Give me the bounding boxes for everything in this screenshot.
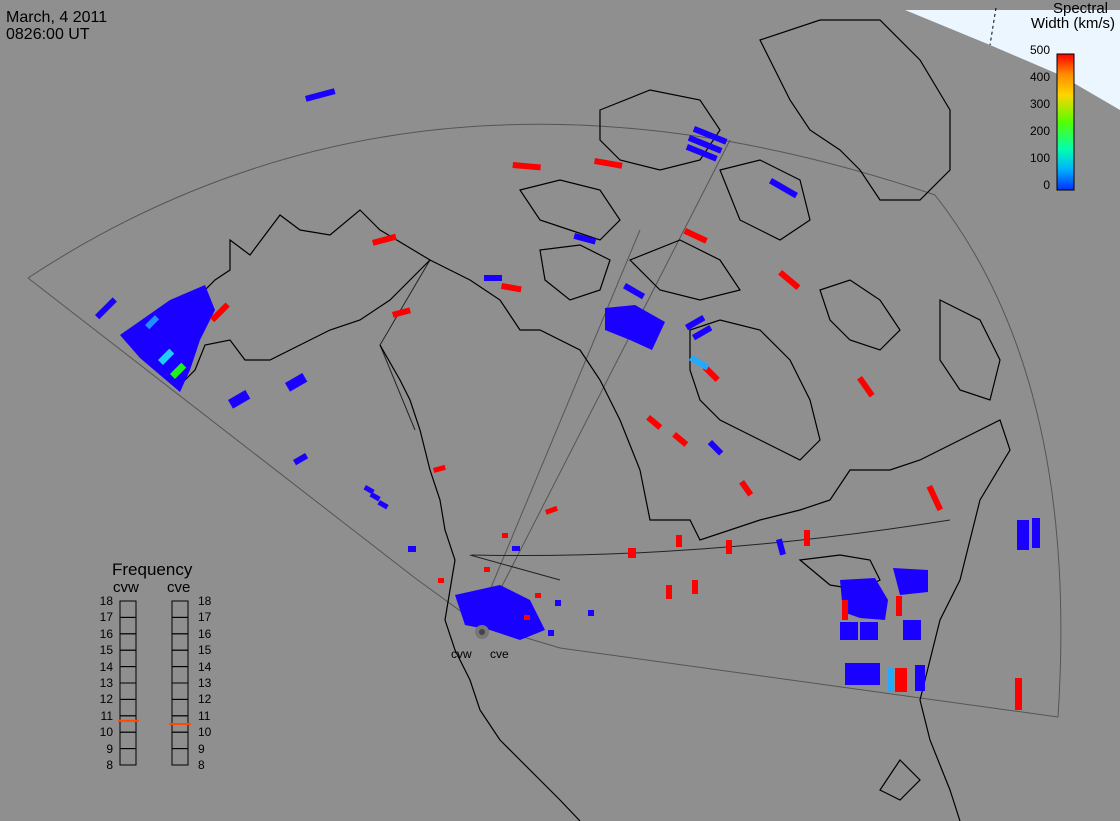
frequency-cell-cve xyxy=(171,633,189,651)
radar-label-cvw: cvw xyxy=(451,647,472,661)
colorbar-tick-500: 500 xyxy=(1029,43,1050,57)
field-of-view-outline xyxy=(27,123,1062,718)
backscatter-red xyxy=(209,157,1022,710)
frequency-level-label: 9 xyxy=(198,741,205,756)
frequency-level-label: 17 xyxy=(99,610,113,625)
frequency-cell-cve xyxy=(171,731,189,750)
frequency-cell-cve xyxy=(171,682,189,700)
colorbar-tick-200: 200 xyxy=(1029,124,1050,138)
frequency-cell-cvw xyxy=(119,698,137,717)
colorbar-title-line2: Width (km/s) xyxy=(1030,15,1115,32)
frequency-level-label: 18 xyxy=(198,594,212,608)
frequency-level-label: 15 xyxy=(198,643,212,658)
radar-sites xyxy=(475,625,489,639)
frequency-level-label: 16 xyxy=(99,626,113,641)
backscatter-blue xyxy=(95,88,1040,691)
frequency-cell-cvw xyxy=(119,682,137,700)
frequency-cell-cve xyxy=(171,698,189,717)
frequency-cell-cvw xyxy=(119,748,137,766)
polar-ice-region xyxy=(905,10,1120,110)
frequency-cell-cvw xyxy=(119,616,137,635)
colorbar-tick-400: 400 xyxy=(1029,70,1050,84)
date-label: March, 4 2011 xyxy=(6,9,108,26)
frequency-level-label: 15 xyxy=(99,643,113,658)
backscatter-cyan-green xyxy=(145,315,894,692)
frequency-level-label: 11 xyxy=(100,708,113,723)
frequency-cell-cvw xyxy=(119,715,137,733)
colorbar-tick-300: 300 xyxy=(1029,97,1050,111)
coastlines xyxy=(134,19,1011,821)
frequency-level-label: 14 xyxy=(198,659,212,674)
frequency-level-label: 8 xyxy=(198,758,205,772)
colorbar xyxy=(1056,53,1075,191)
frequency-gauges xyxy=(118,600,191,766)
time-label: 0826:00 UT xyxy=(6,26,90,43)
frequency-cell-cvw xyxy=(119,666,137,684)
frequency-level-label: 10 xyxy=(198,725,212,740)
frequency-level-label: 13 xyxy=(99,676,113,690)
frequency-cell-cve xyxy=(171,649,189,668)
frequency-title: Frequency xyxy=(112,560,193,579)
frequency-cell-cvw xyxy=(119,600,137,618)
frequency-cell-cvw xyxy=(119,731,137,750)
frequency-level-label: 16 xyxy=(198,626,212,641)
colorbar-title-line1: Spectral xyxy=(1052,0,1108,17)
frequency-cell-cvw xyxy=(119,633,137,651)
frequency-level-label: 11 xyxy=(198,708,211,723)
frequency-level-label: 12 xyxy=(198,692,212,707)
frequency-level-label: 8 xyxy=(106,758,113,772)
colorbar-tick-0: 0 xyxy=(1043,178,1050,192)
frequency-cell-cvw xyxy=(119,649,137,668)
frequency-column-cvw: cvw xyxy=(113,579,139,596)
frequency-level-label: 9 xyxy=(106,741,113,756)
frequency-level-label: 10 xyxy=(99,725,113,740)
frequency-level-label: 18 xyxy=(99,594,113,608)
frequency-column-cve: cve xyxy=(167,579,191,596)
frequency-level-label: 14 xyxy=(99,659,113,674)
colorbar-tick-100: 100 xyxy=(1029,151,1050,165)
frequency-cell-cve xyxy=(171,666,189,684)
frequency-level-label: 12 xyxy=(99,692,113,707)
frequency-cell-cve xyxy=(171,616,189,635)
frequency-cell-cve xyxy=(171,748,189,766)
frequency-cell-cve xyxy=(171,600,189,618)
frequency-level-label: 13 xyxy=(198,676,212,690)
frequency-level-label: 17 xyxy=(198,610,212,625)
radar-label-cve: cve xyxy=(490,647,509,661)
